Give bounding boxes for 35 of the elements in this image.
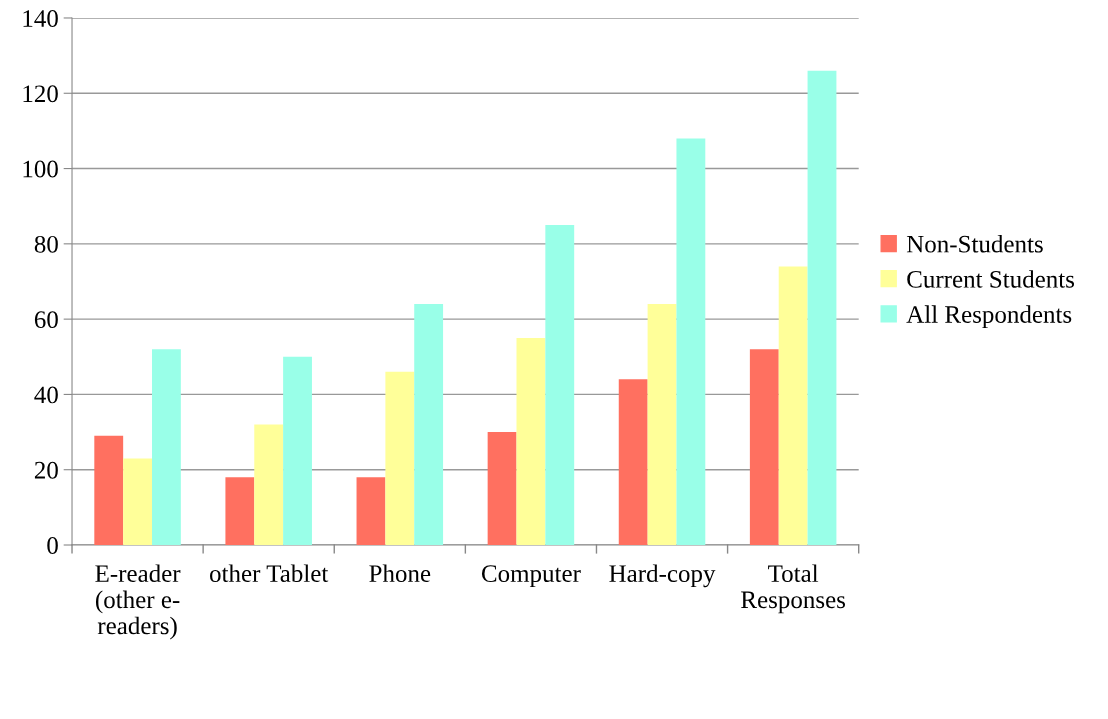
bar xyxy=(123,458,152,545)
y-tick-label: 60 xyxy=(34,311,58,329)
x-tick-label: Total Responses xyxy=(741,564,846,614)
y-tick-label: 100 xyxy=(23,160,58,178)
legend-label: All Respondents xyxy=(906,305,1072,328)
bar xyxy=(516,337,546,545)
bar xyxy=(647,304,677,545)
x-tick-label: E-reader (other e- readers) xyxy=(95,564,181,640)
bar xyxy=(152,349,181,545)
x-tick-label: Computer xyxy=(481,565,581,588)
bar xyxy=(487,432,517,545)
bar xyxy=(749,349,779,545)
x-tick-label: Hard-copy xyxy=(609,564,716,588)
bar xyxy=(545,225,575,545)
legend-label: Current Students xyxy=(907,270,1075,288)
bar xyxy=(807,70,837,545)
y-tick-label: 40 xyxy=(34,386,58,404)
bar xyxy=(254,424,284,545)
bar xyxy=(225,477,255,545)
y-tick-label: 80 xyxy=(34,235,58,253)
bar xyxy=(356,477,386,545)
bar xyxy=(385,371,415,545)
y-tick-label: 20 xyxy=(34,461,58,479)
bar xyxy=(618,379,648,545)
legend-label: Non-Students xyxy=(906,234,1043,253)
bar xyxy=(94,435,124,545)
y-tick-label: 140 xyxy=(23,10,58,27)
bar xyxy=(414,304,444,545)
y-tick-label: 0 xyxy=(47,537,58,554)
bar xyxy=(283,356,312,545)
y-tick-label: 120 xyxy=(23,85,58,103)
x-tick-label: Phone xyxy=(369,564,431,583)
x-tick-label: other Tablet xyxy=(210,564,329,583)
bar xyxy=(778,266,808,545)
bar xyxy=(676,138,706,545)
